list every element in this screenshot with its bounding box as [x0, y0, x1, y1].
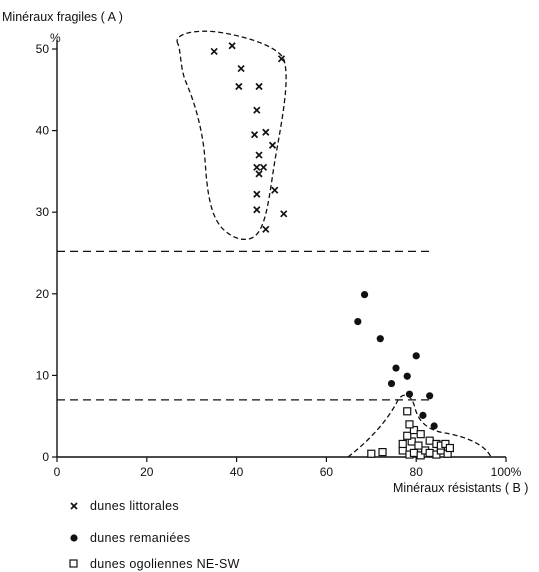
y-axis-unit: %	[50, 31, 61, 45]
x-tick-label: 80	[410, 465, 424, 479]
y-tick-label: 50	[36, 42, 50, 56]
point-dunes-littorales	[252, 205, 261, 214]
point-dunes-ogoliennes	[403, 431, 412, 440]
point-dunes-littorales	[261, 128, 270, 137]
legend-item-dunes-ogoliennes: dunes ogoliennes NE-SW	[69, 557, 240, 571]
legend-item-dunes-littorales: dunes littorales	[70, 499, 179, 513]
legend-label: dunes remaniées	[90, 531, 190, 545]
point-dunes-littorales	[252, 190, 261, 199]
x-tick-label: 60	[320, 465, 334, 479]
legend-label: dunes ogoliennes NE-SW	[90, 557, 240, 571]
point-dunes-ogoliennes	[398, 439, 407, 449]
x-tick-label: 20	[140, 465, 154, 479]
point-dunes-remaniees	[403, 372, 411, 380]
point-dunes-ogoliennes	[414, 441, 423, 450]
point-dunes-ogoliennes	[425, 436, 434, 445]
legend-dot-marker	[70, 534, 78, 542]
point-dunes-ogoliennes	[416, 451, 425, 460]
envelope-dunes-ogoliennes	[347, 394, 492, 458]
point-dunes-littorales	[228, 41, 236, 50]
point-dunes-ogoliennes	[409, 448, 419, 458]
y-axis-title: Minéraux fragiles ( A )	[2, 10, 123, 24]
point-dunes-remaniees	[376, 335, 384, 343]
point-dunes-littorales	[250, 130, 259, 139]
y-tick-label: 10	[36, 368, 50, 382]
legend-label: dunes littorales	[90, 499, 179, 513]
point-dunes-remaniees	[426, 392, 434, 400]
point-dunes-littorales	[252, 106, 261, 115]
point-dunes-littorales	[252, 163, 261, 172]
envelope-dunes-littorales	[176, 30, 287, 241]
point-dunes-remaniees	[354, 317, 362, 326]
point-dunes-littorales	[270, 186, 279, 195]
legend: dunes littorales dunes remaniées dunes o…	[69, 499, 240, 571]
point-dunes-ogoliennes	[405, 420, 414, 429]
data-points	[210, 41, 454, 460]
x-tick-label: 0	[54, 465, 61, 479]
point-dunes-littorales	[255, 151, 263, 159]
legend-item-dunes-remaniees: dunes remaniées	[70, 531, 190, 545]
y-tick-label: 20	[36, 287, 50, 301]
point-dunes-littorales	[261, 225, 270, 234]
point-dunes-littorales	[255, 82, 263, 91]
x-tick-label: 40	[230, 465, 244, 479]
point-dunes-littorales	[234, 82, 243, 91]
point-dunes-ogoliennes	[425, 448, 434, 458]
point-dunes-remaniees	[392, 364, 400, 372]
point-dunes-littorales	[279, 209, 288, 218]
point-dunes-littorales	[210, 47, 218, 56]
point-dunes-remaniees	[412, 352, 420, 360]
point-dunes-littorales	[237, 64, 245, 73]
x-tick-label: 100%	[491, 465, 522, 479]
y-tick-label: 40	[36, 124, 50, 138]
point-dunes-remaniees	[387, 379, 396, 388]
point-dunes-remaniees	[360, 291, 369, 299]
x-axis-title: Minéraux résistants ( B )	[393, 481, 528, 495]
axis-ticks: 0 20 40 60 80 100% 0 10 20 30 40 50	[36, 42, 522, 479]
y-tick-label: 0	[42, 450, 49, 464]
point-dunes-ogoliennes	[403, 407, 412, 416]
point-dunes-ogoliennes	[367, 449, 376, 458]
legend-cross-marker	[70, 502, 78, 510]
y-tick-label: 30	[36, 205, 50, 219]
point-dunes-ogoliennes	[416, 430, 425, 439]
legend-square-marker	[69, 559, 78, 568]
point-dunes-ogoliennes	[378, 448, 387, 457]
point-dunes-littorales	[268, 141, 277, 150]
point-dunes-remaniees	[405, 390, 414, 398]
reference-lines	[57, 250, 431, 401]
point-dunes-littorales	[259, 163, 268, 172]
point-dunes-remaniees	[430, 422, 438, 430]
point-dunes-ogoliennes	[445, 443, 454, 453]
point-dunes-littorales	[255, 169, 263, 178]
point-dunes-remaniees	[419, 411, 427, 419]
